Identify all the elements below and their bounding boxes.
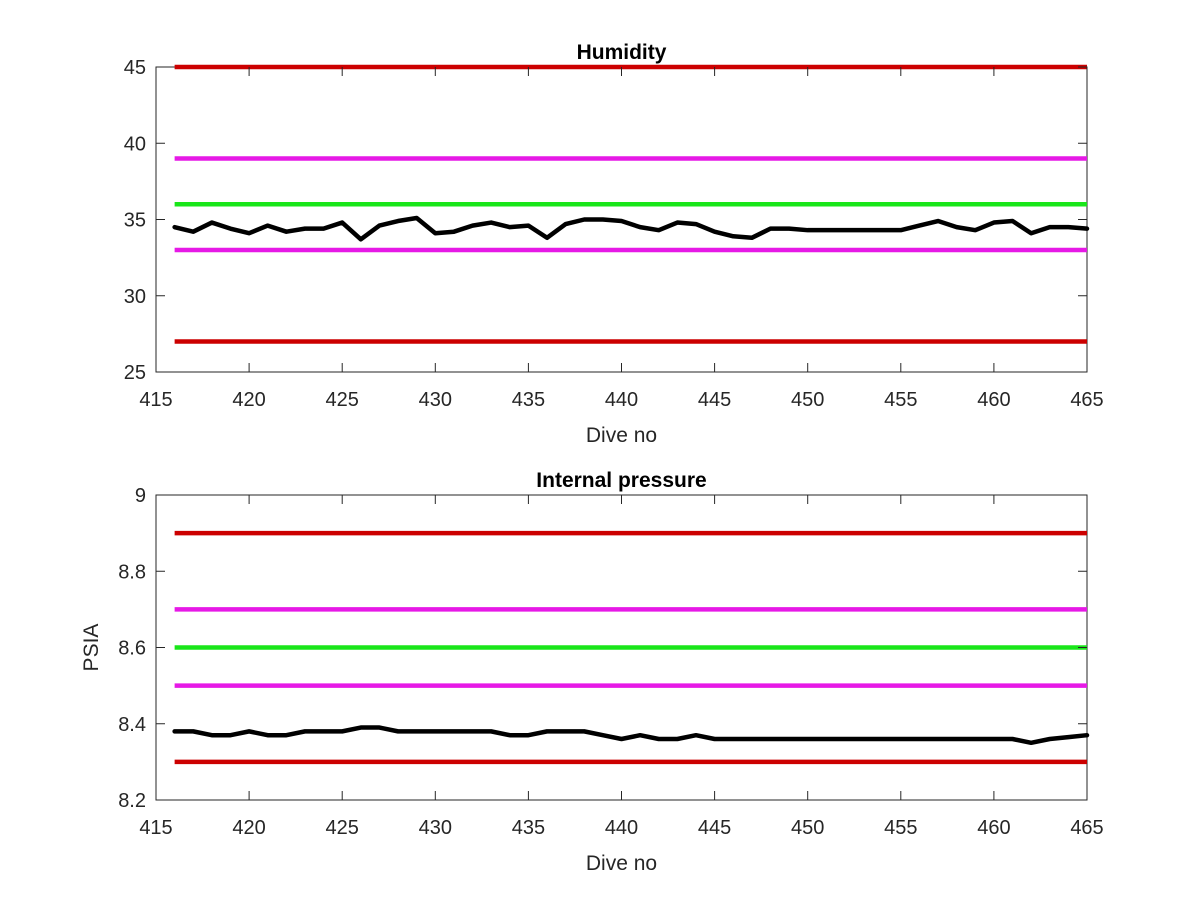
x-tick-label: 440 (605, 389, 638, 411)
y-tick-label: 8.2 (118, 790, 146, 812)
chart-title: Internal pressure (536, 469, 706, 492)
x-axis-label: Dive no (586, 424, 657, 447)
x-tick-label: 460 (977, 389, 1010, 411)
y-tick-label: 35 (124, 210, 146, 232)
x-tick-label: 455 (884, 817, 917, 839)
x-tick-label: 465 (1070, 389, 1103, 411)
x-tick-label: 425 (326, 389, 359, 411)
chart-title: Humidity (577, 41, 667, 64)
x-tick-label: 430 (419, 389, 452, 411)
y-tick-label: 8.4 (118, 714, 146, 736)
x-tick-label: 445 (698, 817, 731, 839)
x-tick-label: 415 (139, 817, 172, 839)
y-axis-label: PSIA (80, 624, 103, 672)
series-line (172, 725, 1090, 746)
x-tick-label: 450 (791, 389, 824, 411)
x-tick-label: 450 (791, 817, 824, 839)
x-tick-label: 460 (977, 817, 1010, 839)
x-tick-label: 465 (1070, 817, 1103, 839)
y-tick-label: 25 (124, 362, 146, 384)
y-tick-label: 9 (135, 485, 146, 507)
series-line (172, 215, 1090, 242)
x-tick-label: 420 (232, 817, 265, 839)
y-tick-label: 30 (124, 286, 146, 308)
x-tick-label: 420 (232, 389, 265, 411)
x-tick-label: 435 (512, 389, 545, 411)
y-tick-label: 40 (124, 133, 146, 155)
y-tick-label: 8.8 (118, 561, 146, 583)
y-tick-label: 45 (124, 57, 146, 79)
subplot-2: 415 420 425 430 435 440 445 450 455 460 465 8.2 8.4 8… (80, 469, 1104, 875)
x-tick-label: 435 (512, 817, 545, 839)
x-tick-label: 445 (698, 389, 731, 411)
x-axis-label: Dive no (586, 852, 657, 875)
x-tick-label: 425 (326, 817, 359, 839)
x-tick-label: 430 (419, 817, 452, 839)
x-tick-label: 415 (139, 389, 172, 411)
x-tick-label: 455 (884, 389, 917, 411)
y-tick-label: 8.6 (118, 638, 146, 660)
subplot-1: 415 420 425 430 435 440 445 450 455 460 465 25 30 35 4… (124, 41, 1104, 447)
x-tick-label: 440 (605, 817, 638, 839)
